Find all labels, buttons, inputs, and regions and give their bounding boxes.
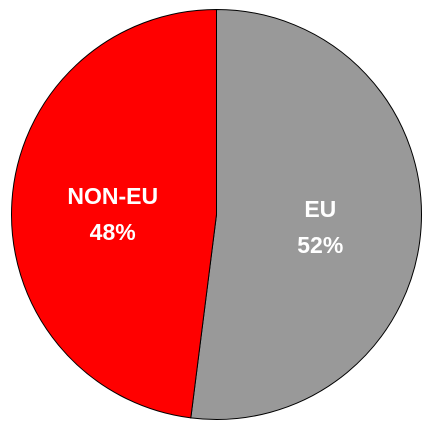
slice-value-non-eu: 48%	[90, 219, 136, 245]
pie-labels: EU 52% NON-EU 48%	[67, 183, 343, 258]
slice-label-eu: EU	[304, 196, 336, 222]
slice-value-eu: 52%	[297, 232, 343, 258]
slice-label-non-eu: NON-EU	[67, 183, 158, 209]
pie-slices	[10, 8, 422, 420]
pie-slice-eu	[190, 8, 422, 420]
pie-slice-non-eu	[10, 8, 217, 419]
